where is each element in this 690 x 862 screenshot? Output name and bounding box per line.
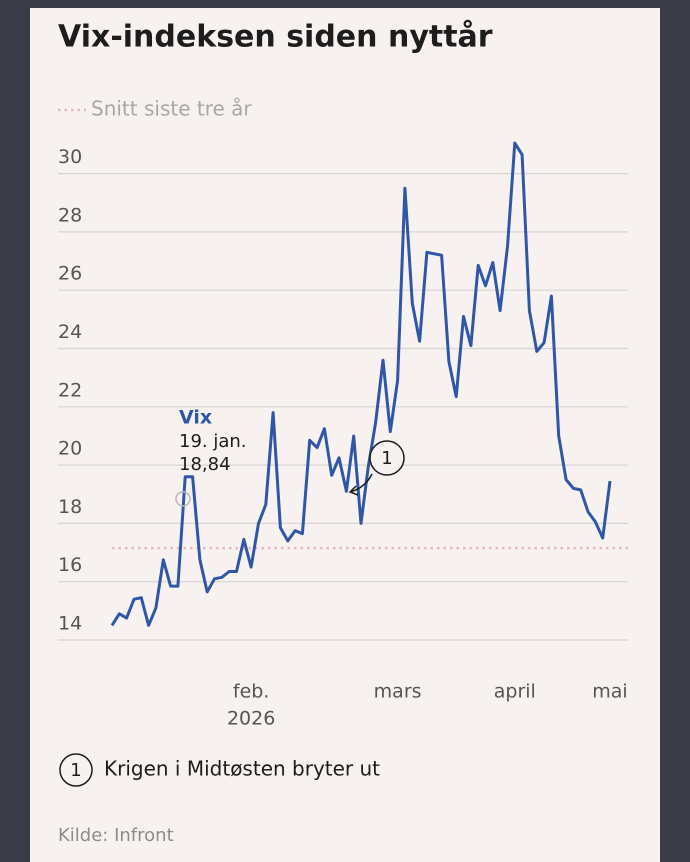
y-tick-label: 16 (58, 554, 82, 576)
chart-title: Vix-indeksen siden nyttår (58, 19, 493, 55)
source: Kilde: Infront (58, 825, 174, 846)
card (30, 8, 660, 862)
y-tick-label: 22 (58, 379, 82, 401)
highlight-date: 19. jan. (179, 431, 247, 452)
y-tick-label: 24 (58, 321, 82, 343)
y-tick-label: 28 (58, 204, 82, 226)
x-tick-label: mars (374, 681, 422, 703)
series-line (110, 141, 612, 627)
y-tick-label: 20 (58, 438, 82, 460)
y-tick-label: 26 (58, 263, 82, 285)
highlight-value: 18,84 (179, 454, 231, 475)
event-marker-number: 1 (381, 448, 392, 469)
event-text: Krigen i Midtøsten bryter ut (104, 757, 380, 781)
y-tick-label: 14 (58, 613, 82, 635)
event-arrow (348, 473, 373, 496)
event-number: 1 (70, 760, 81, 781)
y-tick-label: 30 (58, 146, 82, 168)
x-tick-label: 2026 (227, 708, 275, 730)
x-tick-label: feb. (233, 681, 269, 703)
highlight-marker (175, 491, 191, 507)
x-tick-label: mai (592, 681, 627, 703)
event-marker (369, 440, 405, 476)
highlight-series: Vix (179, 407, 212, 429)
legend-label: Snitt siste tre år (91, 97, 252, 121)
y-tick-label: 18 (58, 496, 82, 518)
x-tick-label: april (494, 681, 536, 703)
event-badge (59, 753, 93, 787)
